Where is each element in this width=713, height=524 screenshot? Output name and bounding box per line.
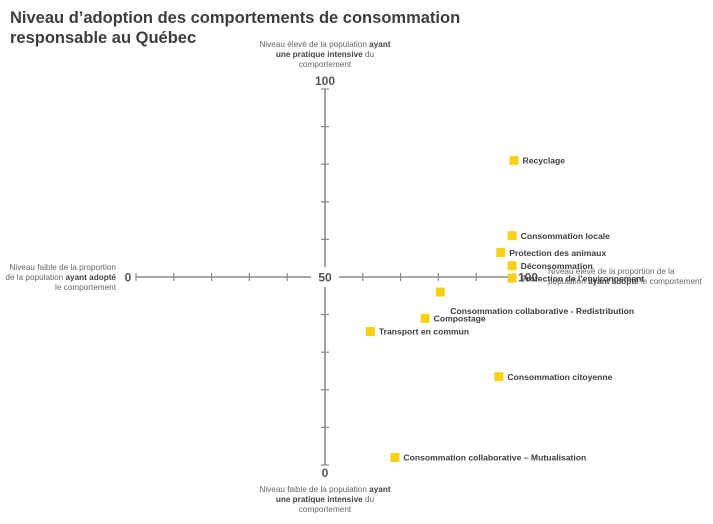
data-point-marker [435,287,445,297]
data-point-marker [507,261,517,271]
data-point-label: Compostage [434,314,486,324]
data-point-marker [507,273,517,283]
y-axis-low-note: Niveau faible de la population ayant une… [259,485,391,514]
data-point-label: Consommation citoyenne [507,372,612,382]
y-axis-origin-label: 0 [322,466,329,480]
data-point-label: Déconsommation [521,261,593,271]
data-points: Recyclage Consommation locale Protection d… [365,155,645,463]
y-axis-high-note: Niveau élevé de la population ayant une … [259,40,391,69]
data-point-label: Consommation collaborative - Redistribut… [450,306,634,316]
data-point-label: Consommation collaborative – Mutualisati… [403,453,586,463]
data-point-label: Protection de l’environnement [521,273,645,283]
x-axis-origin-label: 0 [125,271,132,285]
data-point-label: Protection des animaux [509,248,606,258]
data-point-marker [494,372,504,382]
data-point-label: Transport en commun [379,327,469,337]
data-point-marker [509,155,519,165]
data-point-marker [420,313,430,323]
axis-center-label: 50 [318,271,332,285]
x-axis-high-note: Niveau élevé de la proportion de la popu… [548,267,702,286]
y-axis-max-label: 100 [315,74,335,88]
data-point-marker [365,327,375,337]
x-axis-low-note: Niveau faible de la proportion de la pop… [5,263,116,292]
data-point-label: Consommation locale [521,231,611,241]
chart-title: Niveau d’adoption des comportements de c… [10,9,461,47]
data-point-marker [496,248,506,258]
data-point-marker [390,452,400,462]
data-point-marker [507,231,517,241]
x-axis-max-label: 100 [518,271,538,285]
data-point-label: Recyclage [523,156,566,166]
